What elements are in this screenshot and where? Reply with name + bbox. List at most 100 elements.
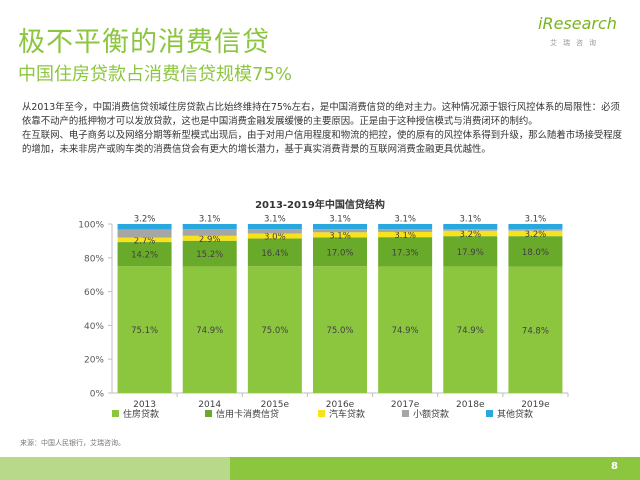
data-label: 74.9%: [196, 326, 223, 336]
data-label: 3.1%: [394, 215, 416, 225]
x-tick-label: 2018e: [456, 400, 485, 410]
bar-segment: [182, 224, 237, 230]
data-label: 18.0%: [522, 248, 549, 258]
x-tick-label: 2017e: [391, 400, 420, 410]
bar-segment: [378, 224, 433, 230]
x-tick-label: 2013: [133, 400, 156, 410]
legend-label: 汽车贷款: [329, 408, 365, 420]
legend-swatch: [318, 410, 325, 417]
bar-segment: [117, 242, 172, 267]
bar-segment: [313, 229, 367, 233]
legend-swatch: [402, 410, 409, 417]
bar-segment: [117, 237, 172, 243]
x-tick-label: 2014: [198, 400, 221, 410]
legend-label: 小额贷款: [413, 408, 449, 420]
data-label: 3.1%: [459, 215, 481, 225]
bar-segment: [508, 266, 563, 393]
source-note: 来源：中国人民银行，艾瑞咨询。: [20, 439, 125, 447]
legend-label: 其他贷款: [497, 408, 533, 420]
data-label: 3.1%: [329, 231, 351, 241]
bar-segment: [247, 233, 302, 239]
data-label: 3.0%: [264, 232, 286, 242]
logo-wordmark: iResearch: [538, 14, 617, 33]
data-label: 3.2%: [459, 230, 481, 240]
bar-segment: [313, 224, 367, 230]
data-label: 17.0%: [326, 248, 353, 258]
data-label: 2.7%: [134, 236, 156, 246]
data-label: 74.9%: [457, 326, 484, 336]
data-label: 15.2%: [196, 250, 223, 260]
bar-segment: [247, 224, 302, 230]
page-subtitle: 中国住房贷款占消费信贷规模75%: [18, 64, 293, 85]
bar-segment: [443, 224, 498, 230]
bar-segment: [182, 229, 237, 236]
chart-title: 2013-2019年中国信贷结构: [255, 200, 385, 211]
y-tick-label: 100%: [78, 221, 104, 231]
bar-segment: [182, 240, 237, 267]
bar-segment: [182, 266, 237, 393]
bar-segment: [443, 266, 498, 393]
data-label: 74.8%: [522, 326, 549, 336]
y-tick-label: 0%: [90, 390, 105, 400]
data-label: 3.1%: [199, 215, 221, 225]
y-tick-label: 40%: [84, 322, 104, 332]
bar-segment: [313, 232, 367, 238]
stacked-bar-chart: 0% 20% 40% 60% 80% 100% 75.1% 14.2% 2.7% 3.2% 2013…: [78, 215, 569, 420]
bar-segment: [508, 236, 563, 267]
bar-segment: [117, 224, 172, 230]
bar-segment: [247, 229, 302, 234]
y-tick-label: 80%: [84, 254, 104, 264]
bar-segment: [378, 231, 433, 238]
footer-accent: [0, 457, 230, 480]
data-label: 3.2%: [134, 215, 156, 225]
data-label: 14.2%: [131, 251, 158, 261]
legend-swatch: [112, 410, 119, 417]
data-label: 75.0%: [326, 326, 353, 336]
bar-segment: [443, 229, 498, 231]
footer-bar: 8: [0, 457, 640, 480]
legend-swatch: [205, 410, 212, 417]
bar-segment: [313, 266, 367, 393]
bar-segment: [247, 238, 302, 267]
iresearch-logo: iResearch 艾瑞咨询: [538, 14, 626, 54]
data-label: 3.1%: [329, 215, 351, 225]
page-number: 8: [611, 461, 618, 472]
logo-subtitle: 艾瑞咨询: [550, 39, 602, 47]
x-tick-label: 2016e: [326, 400, 355, 410]
legend-swatch: [486, 410, 493, 417]
bar-segment: [378, 266, 433, 393]
bar-segment: [247, 266, 302, 393]
y-tick-label: 60%: [84, 288, 104, 298]
bar-segment: [378, 229, 433, 232]
body-paragraph-2: 在互联网、电子商务以及网络分期等新型模式出现后，由于对用户信用程度和物流的把控，…: [22, 130, 623, 155]
legend-label: 信用卡消费信贷: [216, 408, 279, 420]
data-label: 17.3%: [392, 248, 419, 258]
bar-segment: [117, 266, 172, 393]
page-title: 极不平衡的消费信贷: [18, 27, 270, 58]
data-label: 75.0%: [261, 326, 288, 336]
data-label: 16.4%: [261, 249, 288, 259]
data-label: 3.1%: [264, 215, 286, 225]
x-tick-label: 2019e: [521, 400, 550, 410]
body-paragraph-1: 从2013年至今，中国消费信贷领域住房贷款占比始终维持在75%左右，是中国消费信…: [22, 102, 620, 127]
bar-segment: [508, 230, 563, 237]
bar-segment: [443, 230, 498, 237]
bar-segment: [117, 229, 172, 238]
bar-segment: [508, 229, 563, 231]
body-text: 从2013年至今，中国消费信贷领域住房贷款占比始终维持在75%左右，是中国消费信…: [22, 101, 622, 157]
data-label: 2.9%: [199, 235, 221, 245]
x-tick-label: 2015e: [261, 400, 290, 410]
data-label: 75.1%: [131, 326, 158, 336]
bar-segment: [508, 224, 563, 230]
data-label: 3.1%: [525, 215, 547, 225]
y-tick-label: 20%: [84, 356, 104, 366]
data-label: 3.2%: [525, 230, 547, 240]
bar-segment: [313, 237, 367, 267]
data-label: 17.9%: [457, 248, 484, 258]
legend-label: 住房贷款: [123, 408, 159, 420]
data-label: 74.9%: [392, 326, 419, 336]
bar-segment: [443, 236, 498, 267]
bar-segment: [182, 235, 237, 241]
bar-segment: [378, 237, 433, 267]
data-label: 3.1%: [394, 231, 416, 241]
